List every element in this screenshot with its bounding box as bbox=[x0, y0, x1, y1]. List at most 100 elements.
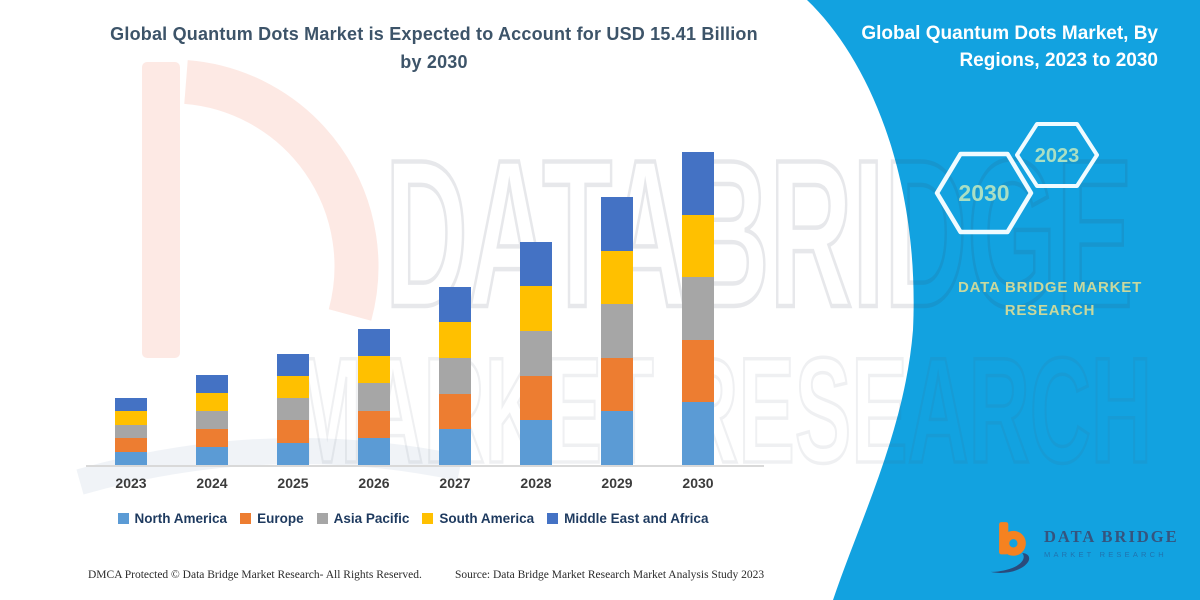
bar-segment-south-america bbox=[196, 392, 228, 411]
logo-brand-name: DATA BRIDGE bbox=[1044, 527, 1179, 546]
legend-swatch-icon bbox=[422, 513, 434, 524]
sidebar-title-line1: Global Quantum Dots Market, By bbox=[861, 23, 1158, 44]
bar-segment-north-america bbox=[520, 420, 552, 465]
legend-item-europe: Europe bbox=[240, 511, 304, 526]
chart-title: Global Quantum Dots Market is Expected t… bbox=[60, 20, 808, 76]
legend-item-north-america: North America bbox=[117, 511, 228, 526]
legend: North America Europe Asia Pacific South Ame… bbox=[60, 511, 766, 526]
bar-2029 bbox=[601, 197, 633, 465]
bar-segment-middle-east-and-africa bbox=[520, 241, 552, 287]
footer-source: Source: Data Bridge Market Research Mark… bbox=[455, 569, 765, 581]
bar-segment-europe bbox=[358, 410, 390, 438]
bar-segment-north-america bbox=[115, 451, 147, 465]
legend-swatch-icon bbox=[547, 513, 559, 524]
bar-segment-south-america bbox=[358, 356, 390, 384]
logo-swoosh-icon bbox=[990, 553, 1030, 573]
legend-label: Europe bbox=[257, 511, 304, 526]
plot-area bbox=[88, 0, 760, 465]
bar-segment-asia-pacific bbox=[601, 304, 633, 358]
bar-segment-europe bbox=[520, 375, 552, 421]
bar-segment-middle-east-and-africa bbox=[196, 374, 228, 393]
legend-item-asia-pacific: Asia Pacific bbox=[316, 511, 410, 526]
logo-b-bowl-icon bbox=[1000, 530, 1026, 556]
sidebar-brand-line2: RESEARCH bbox=[1004, 302, 1096, 319]
bar-segment-europe bbox=[439, 393, 471, 430]
bar-2028 bbox=[520, 241, 552, 465]
legend-swatch-icon bbox=[240, 513, 252, 524]
bar-segment-europe bbox=[601, 357, 633, 412]
x-tick-label-2029: 2029 bbox=[601, 475, 633, 491]
bar-segment-europe bbox=[682, 339, 714, 403]
x-tick-label-2028: 2028 bbox=[520, 475, 552, 491]
bar-segment-europe bbox=[115, 438, 147, 452]
chart-title-line1: Global Quantum Dots Market is Expected t… bbox=[110, 24, 758, 44]
bar-segment-north-america bbox=[358, 437, 390, 465]
bar-segment-middle-east-and-africa bbox=[682, 152, 714, 215]
bar-2023 bbox=[115, 398, 147, 465]
logo-text-block: DATA BRIDGE MARKET RESEARCH bbox=[1044, 517, 1179, 559]
hexagon-2030-label: 2030 bbox=[958, 180, 1009, 206]
sidebar-brand-line1: DATA BRIDGE MARKET bbox=[957, 279, 1143, 296]
bar-2030 bbox=[682, 152, 714, 465]
bar-segment-asia-pacific bbox=[520, 330, 552, 376]
bar-segment-asia-pacific bbox=[358, 383, 390, 411]
bar-segment-north-america bbox=[196, 446, 228, 465]
company-logo: DATA BRIDGE MARKET RESEARCH bbox=[988, 517, 1179, 577]
bar-2027 bbox=[439, 286, 471, 465]
sidebar-title-line2: Regions, 2023 to 2030 bbox=[959, 50, 1158, 71]
bar-segment-middle-east-and-africa bbox=[601, 197, 633, 251]
sidebar-hexagons: 2030 2023 bbox=[934, 122, 1099, 235]
bar-segment-north-america bbox=[439, 429, 471, 465]
x-tick-label-2030: 2030 bbox=[682, 475, 714, 491]
x-tick-label-2026: 2026 bbox=[358, 475, 390, 491]
legend-item-south-america: South America bbox=[422, 511, 534, 526]
x-tick-label-2025: 2025 bbox=[277, 475, 309, 491]
legend-label: Middle East and Africa bbox=[564, 511, 709, 526]
bar-segment-middle-east-and-africa bbox=[358, 329, 390, 357]
data-bridge-logo-icon bbox=[990, 522, 1030, 573]
hexagon-2030-icon bbox=[934, 151, 1034, 235]
legend-label: North America bbox=[134, 511, 228, 526]
x-tick-label-2027: 2027 bbox=[439, 475, 471, 491]
bar-segment-asia-pacific bbox=[277, 398, 309, 421]
x-axis-labels: 2023 2024 2025 2026 2027 2028 2029 2030 bbox=[88, 475, 760, 495]
bar-segment-south-america bbox=[682, 214, 714, 278]
bar-2025 bbox=[277, 353, 309, 465]
legend-swatch-icon bbox=[117, 513, 129, 524]
hexagon-2023-label: 2023 bbox=[1035, 145, 1080, 167]
bar-2024 bbox=[196, 374, 228, 465]
bar-segment-south-america bbox=[601, 250, 633, 305]
legend-swatch-icon bbox=[316, 513, 328, 524]
sidebar-title: Global Quantum Dots Market, By Regions, … bbox=[828, 20, 1158, 74]
legend-item-middle-east-and-africa: Middle East and Africa bbox=[547, 511, 708, 526]
bar-segment-asia-pacific bbox=[196, 410, 228, 429]
x-axis-line bbox=[86, 465, 764, 467]
bar-segment-middle-east-and-africa bbox=[277, 353, 309, 376]
bar-segment-middle-east-and-africa bbox=[439, 286, 471, 323]
bar-segment-south-america bbox=[277, 375, 309, 399]
sidebar-panel-path bbox=[807, 0, 1200, 600]
bar-segment-south-america bbox=[115, 411, 147, 425]
chart-title-line2: by 2030 bbox=[400, 52, 468, 72]
bar-segment-europe bbox=[196, 428, 228, 447]
legend-label: South America bbox=[439, 511, 535, 526]
bar-segment-asia-pacific bbox=[682, 277, 714, 340]
bar-segment-north-america bbox=[601, 411, 633, 465]
bar-segment-south-america bbox=[520, 286, 552, 331]
x-tick-label-2023: 2023 bbox=[115, 475, 147, 491]
sidebar-brand-text: DATA BRIDGE MARKET RESEARCH bbox=[930, 276, 1170, 322]
bar-segment-europe bbox=[277, 420, 309, 443]
logo-tagline: MARKET RESEARCH bbox=[1044, 550, 1167, 559]
bar-segment-north-america bbox=[277, 442, 309, 465]
bar-segment-asia-pacific bbox=[439, 357, 471, 394]
legend-label: Asia Pacific bbox=[333, 511, 410, 526]
x-tick-label-2024: 2024 bbox=[196, 475, 228, 491]
bar-segment-asia-pacific bbox=[115, 424, 147, 439]
hexagon-2023-icon bbox=[1015, 122, 1099, 188]
bar-segment-south-america bbox=[439, 322, 471, 358]
footer-copyright: DMCA Protected © Data Bridge Market Rese… bbox=[88, 569, 422, 581]
bar-2026 bbox=[358, 329, 390, 465]
bar-segment-north-america bbox=[682, 402, 714, 465]
